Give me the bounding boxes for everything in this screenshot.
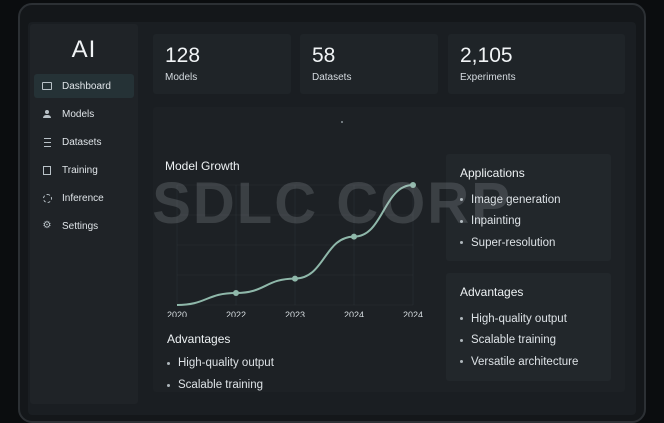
- list-item-text: Super-resolution: [471, 236, 556, 249]
- data-point: [351, 233, 357, 240]
- list-item: Scalable training: [460, 330, 578, 352]
- database-icon: [42, 137, 52, 147]
- data-point: [233, 290, 239, 296]
- gear-icon: ⚙: [42, 220, 52, 231]
- stat-label: Datasets: [312, 72, 352, 83]
- list-item: Scalable training: [167, 374, 417, 396]
- data-point: [292, 275, 298, 282]
- sidebar-item-label: Settings: [62, 220, 99, 232]
- sidebar-item-label: Models: [62, 108, 95, 120]
- dashboard-screen: AI Dashboard Models Datasets Training In…: [28, 22, 636, 415]
- list-item-text: Scalable training: [178, 379, 264, 391]
- box-icon: [42, 165, 52, 175]
- advantages-list: High-quality output Scalable training Ve…: [460, 308, 578, 373]
- list-item: Image generation: [460, 189, 561, 211]
- advantages-section: Advantages High-quality output Scalable …: [167, 332, 417, 396]
- list-item-text: High-quality output: [178, 357, 274, 369]
- model-growth-chart: 2020 2022 2023 2024 2024: [167, 182, 423, 317]
- stat-value: 58: [312, 44, 336, 67]
- sidebar-item-inference[interactable]: Inference: [34, 186, 134, 210]
- stat-card-models: 128 Models: [153, 34, 291, 94]
- applications-card: Applications Image generation Inpainting…: [446, 154, 611, 261]
- user-icon: [42, 109, 52, 119]
- list-item: High-quality output: [460, 308, 578, 330]
- bullet-icon: [460, 317, 463, 321]
- list-item: Super-resolution: [460, 232, 561, 254]
- stat-value: 128: [165, 44, 201, 67]
- series-line: [176, 184, 414, 306]
- advantages-heading: Advantages: [460, 285, 524, 299]
- x-tick-label: 2023: [285, 310, 305, 317]
- bullet-icon: [167, 383, 170, 387]
- chart-title: Model Growth: [165, 159, 240, 173]
- bullet-icon: [460, 198, 463, 202]
- monitor-icon: [42, 81, 52, 91]
- stat-card-experiments: 2,105 Experiments: [448, 34, 625, 94]
- list-item-text: High-quality output: [471, 312, 567, 325]
- list-item: Inpainting: [460, 211, 561, 233]
- sidebar: AI Dashboard Models Datasets Training In…: [30, 24, 138, 404]
- data-point: [410, 182, 416, 188]
- stat-card-datasets: 58 Datasets: [300, 34, 438, 94]
- list-item-text: Inpainting: [471, 215, 521, 228]
- sidebar-item-datasets[interactable]: Datasets: [34, 130, 134, 154]
- applications-heading: Applications: [460, 166, 525, 180]
- bullet-icon: [167, 361, 170, 365]
- app-logo: AI: [71, 36, 97, 63]
- ring-icon: [42, 193, 52, 203]
- list-item: High-quality output: [167, 352, 417, 374]
- sidebar-item-models[interactable]: Models: [34, 102, 134, 126]
- sidebar-nav: Dashboard Models Datasets Training Infer…: [30, 74, 138, 242]
- decorative-dot: [341, 121, 343, 123]
- advantages-list: High-quality output Scalable training: [167, 352, 417, 396]
- stat-label: Experiments: [460, 72, 516, 83]
- list-item: Versatile architecture: [460, 351, 578, 373]
- x-tick-label: 2022: [226, 310, 246, 317]
- sidebar-item-settings[interactable]: ⚙ Settings: [34, 214, 134, 238]
- x-tick-label: 2020: [167, 310, 187, 317]
- list-item-text: Versatile architecture: [471, 355, 579, 368]
- x-tick-label: 2024: [403, 310, 423, 317]
- bullet-icon: [460, 241, 463, 245]
- sidebar-item-label: Dashboard: [62, 80, 111, 92]
- sidebar-item-label: Inference: [62, 192, 104, 204]
- list-item-text: Scalable training: [471, 334, 557, 347]
- main-panel: Model Growth 2020 2022 2023 2024 2024 Advant…: [153, 107, 625, 392]
- bullet-icon: [460, 360, 463, 364]
- bullet-icon: [460, 219, 463, 223]
- sidebar-item-label: Training: [62, 164, 98, 176]
- list-item-text: Image generation: [471, 193, 561, 206]
- sidebar-item-dashboard[interactable]: Dashboard: [34, 74, 134, 98]
- advantages-card: Advantages High-quality output Scalable …: [446, 273, 611, 381]
- x-tick-label: 2024: [344, 310, 364, 317]
- applications-list: Image generation Inpainting Super-resolu…: [460, 189, 561, 254]
- advantages-heading: Advantages: [167, 332, 231, 346]
- sidebar-item-label: Datasets: [62, 136, 102, 148]
- stat-value: 2,105: [460, 44, 513, 67]
- sidebar-item-training[interactable]: Training: [34, 158, 134, 182]
- bullet-icon: [460, 338, 463, 342]
- stat-label: Models: [165, 72, 198, 83]
